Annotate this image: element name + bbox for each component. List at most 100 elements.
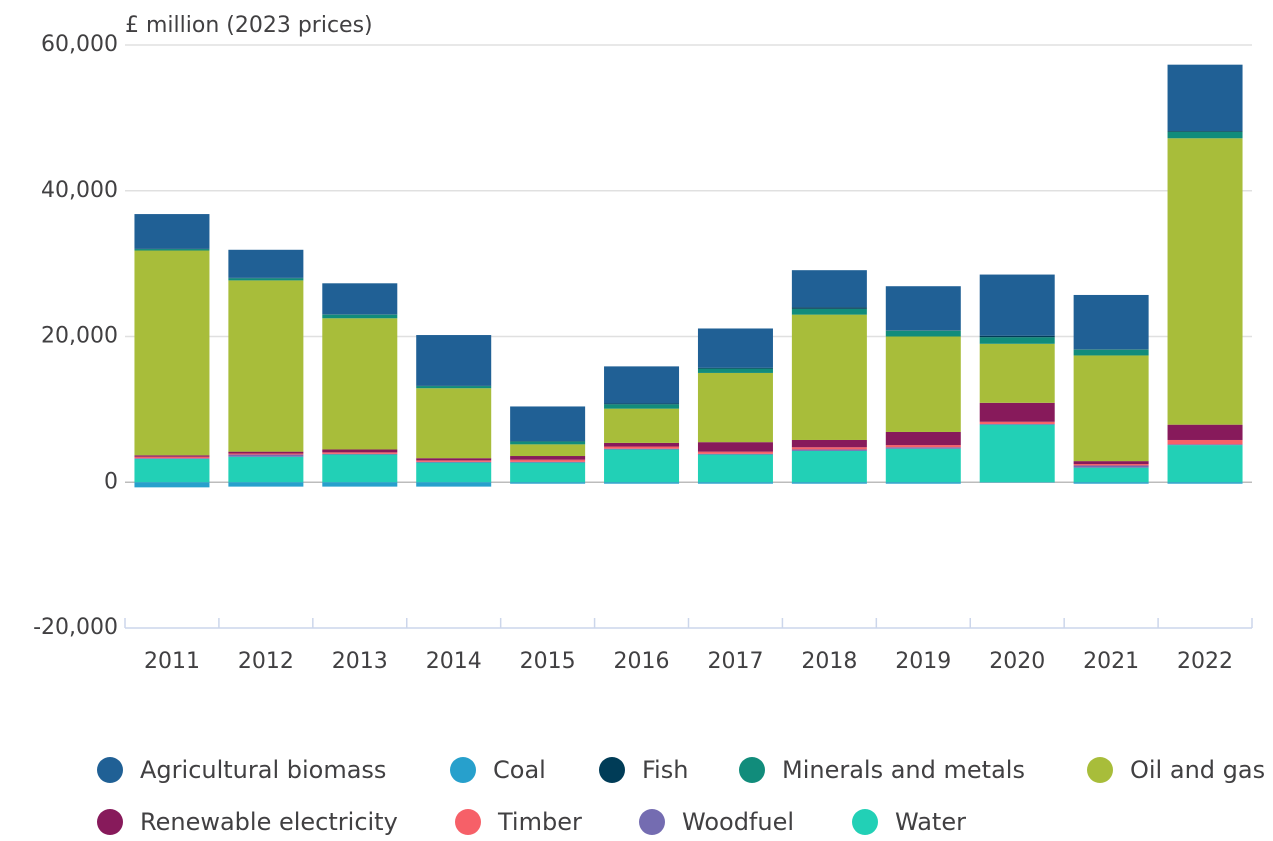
- bar-segment: [980, 403, 1055, 422]
- legend-label: Minerals and metals: [782, 756, 1025, 784]
- bar-segment: [416, 386, 491, 388]
- bar-segment: [792, 447, 867, 449]
- bar-segment: [886, 337, 961, 432]
- x-tick-label: 2016: [614, 649, 670, 674]
- bar-segment: [322, 318, 397, 449]
- bar-segment: [416, 458, 491, 460]
- bar-segment: [792, 309, 867, 315]
- bar-segment: [510, 463, 585, 483]
- bar-segment: [698, 328, 773, 367]
- bar-segment: [416, 335, 491, 386]
- legend-label: Timber: [497, 808, 582, 836]
- bar-segment: [1074, 461, 1149, 464]
- bar-segment: [886, 449, 961, 483]
- bar-segment: [698, 452, 773, 454]
- bar-segment: [792, 482, 867, 483]
- bar-segment: [604, 449, 679, 482]
- legend-label: Oil and gas: [1130, 756, 1265, 784]
- x-tick-label: 2017: [707, 649, 763, 674]
- bar-segment: [698, 368, 773, 369]
- bar-segment: [416, 463, 491, 483]
- legend-label: Coal: [493, 756, 546, 784]
- legend-swatch: [450, 757, 476, 783]
- bar-segment: [1168, 65, 1243, 131]
- bar-segment: [1074, 468, 1149, 483]
- y-tick-label: 20,000: [41, 324, 118, 349]
- x-tick-label: 2018: [801, 649, 857, 674]
- x-tick-label: 2021: [1083, 649, 1139, 674]
- bar-segment: [980, 425, 1055, 483]
- x-tick-label: 2015: [520, 649, 576, 674]
- bar-segment: [228, 452, 303, 454]
- bar-segment: [134, 214, 209, 249]
- bar-segment: [1074, 355, 1149, 461]
- bar-segment: [980, 424, 1055, 425]
- bar-segment: [1168, 131, 1243, 132]
- bar-segment: [980, 337, 1055, 344]
- bar-segment: [1168, 425, 1243, 440]
- bar-segment: [698, 442, 773, 451]
- legend-swatch: [97, 757, 123, 783]
- bar-segment: [228, 453, 303, 454]
- bar-segment: [510, 441, 585, 444]
- bar-segment: [322, 482, 397, 486]
- bar-segment: [1074, 482, 1149, 483]
- bar-segment: [792, 451, 867, 482]
- bar-segment: [1074, 465, 1149, 467]
- bar-segment: [416, 462, 491, 463]
- legend-swatch: [599, 757, 625, 783]
- bar-segment: [134, 455, 209, 456]
- legend-label: Agricultural biomass: [140, 756, 386, 784]
- x-tick-label: 2022: [1177, 649, 1233, 674]
- bar-segment: [134, 458, 209, 459]
- bar-segment: [228, 250, 303, 278]
- bar-segment: [604, 404, 679, 405]
- legend-swatch: [1087, 757, 1113, 783]
- legend-label: Water: [895, 808, 966, 836]
- bar-segment: [604, 443, 679, 447]
- bar-segment: [510, 406, 585, 441]
- bar-segment: [698, 482, 773, 483]
- bar-segment: [416, 482, 491, 486]
- bar-segment: [322, 452, 397, 453]
- bar-segment: [1168, 440, 1243, 444]
- bar-segment: [134, 249, 209, 250]
- bar-segment: [322, 283, 397, 314]
- x-tick-label: 2013: [332, 649, 388, 674]
- bar-segment: [510, 482, 585, 483]
- bar-segment: [510, 462, 585, 463]
- x-tick-label: 2012: [238, 649, 294, 674]
- x-tick-label: 2020: [989, 649, 1045, 674]
- bar-segment: [698, 373, 773, 442]
- bar-segment: [698, 454, 773, 455]
- bar-segment: [698, 369, 773, 373]
- bar-segment: [228, 455, 303, 457]
- bar-segment: [792, 270, 867, 307]
- bar-segment: [1168, 445, 1243, 482]
- bar-segment: [134, 457, 209, 458]
- bar-segment: [1074, 350, 1149, 356]
- bar-segment: [886, 331, 961, 337]
- legend-label: Woodfuel: [682, 808, 794, 836]
- bar-segment: [886, 445, 961, 447]
- bar-segment: [980, 422, 1055, 424]
- bar-segment: [792, 315, 867, 440]
- bar-segment: [134, 251, 209, 456]
- y-tick-label: 60,000: [41, 32, 118, 57]
- bar-segment: [134, 482, 209, 487]
- bar-segment: [886, 432, 961, 445]
- x-tick-label: 2019: [895, 649, 951, 674]
- bar-segment: [886, 482, 961, 483]
- bar-segment: [980, 275, 1055, 336]
- bar-segment: [792, 449, 867, 450]
- bar-segment: [604, 482, 679, 483]
- bar-segment: [228, 457, 303, 483]
- y-tick-label: 0: [104, 469, 118, 494]
- bar-segment: [604, 366, 679, 403]
- bar-segment: [886, 286, 961, 330]
- bar-segment: [1168, 138, 1243, 424]
- bar-segment: [228, 280, 303, 451]
- bar-segment: [510, 460, 585, 462]
- bar-segment: [1168, 482, 1243, 483]
- bar-segment: [322, 315, 397, 319]
